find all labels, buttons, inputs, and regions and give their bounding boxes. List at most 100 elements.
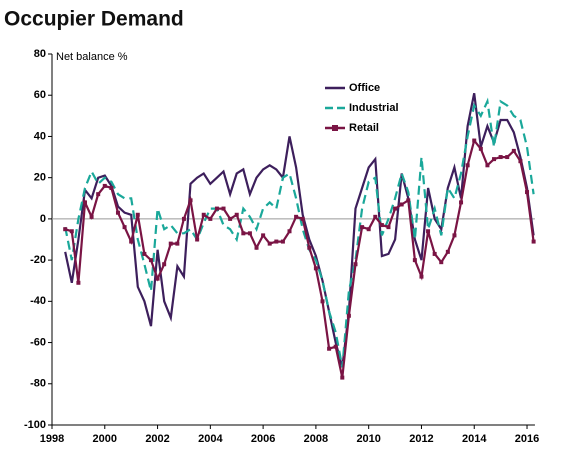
point [452,233,457,238]
point [241,231,246,236]
point [333,344,338,349]
point [280,239,285,244]
point [63,227,68,232]
point [346,313,351,318]
point [102,183,107,188]
x-tick-label: 2012 [409,433,433,445]
point [439,260,444,265]
point [432,251,437,256]
x-tick-label: 2008 [304,433,328,445]
point [234,212,239,217]
point [419,274,424,279]
point [307,245,312,250]
legend-label: Retail [349,122,379,134]
point [82,200,87,205]
point [201,212,206,217]
point [340,375,345,380]
y-tick-label: 80 [34,48,46,60]
point [287,229,292,234]
point [518,159,523,164]
point [505,155,510,160]
point [412,258,417,263]
y-tick-label: -60 [30,336,46,348]
point [492,157,497,162]
point [247,231,252,236]
point [525,190,530,195]
series-line [64,138,535,378]
point [327,346,332,351]
point [175,241,180,246]
legend-label: Office [349,82,380,94]
x-tick-label: 2002 [145,433,169,445]
point [96,192,101,197]
point [221,206,226,211]
point [168,241,173,246]
x-tick-label: 2004 [198,433,223,445]
point [379,223,384,228]
point [366,227,371,232]
point [162,262,167,267]
point [261,233,266,238]
x-tick-label: 2000 [93,433,117,445]
x-tick-label: 1998 [40,433,64,445]
point [531,239,536,244]
point [195,237,200,242]
point [472,138,477,143]
point [274,239,279,244]
y-tick-label: -20 [30,254,46,266]
point [208,216,213,221]
point [267,241,272,246]
series-line [64,97,535,368]
point [373,214,378,219]
point [426,229,431,234]
point [155,276,160,281]
point [294,214,299,219]
point [478,146,483,151]
point [115,210,120,215]
point [360,225,365,230]
legend-marker [332,125,338,131]
series-line [64,92,535,368]
point [76,280,81,285]
point [122,225,127,230]
point [129,239,134,244]
point [142,251,147,256]
x-tick-label: 2016 [515,433,539,445]
y-tick-label: -80 [30,378,46,390]
y-tick-label: 20 [34,172,46,184]
point [228,216,233,221]
point [386,225,391,230]
point [214,206,219,211]
chart-title: Occupier Demand [4,8,184,31]
point [465,163,470,168]
point [181,216,186,221]
point [498,155,503,160]
y-axis-label: Net balance % [56,51,128,63]
point [320,299,325,304]
y-tick-label: -40 [30,295,46,307]
point [511,148,516,153]
point [135,212,140,217]
y-tick-label: 0 [40,213,46,225]
point [313,266,318,271]
y-tick-label: 40 [34,130,46,142]
y-tick-label: 60 [34,89,46,101]
point [148,258,153,263]
point [485,163,490,168]
point [188,198,193,203]
y-tick-label: -100 [24,419,46,431]
point [300,216,305,221]
legend-label: Industrial [349,102,399,114]
point [393,206,398,211]
x-tick-label: 2010 [356,433,380,445]
point [459,200,464,205]
point [69,229,74,234]
point [445,249,450,254]
point [406,198,411,203]
x-tick-label: 2006 [251,433,275,445]
point [109,185,114,190]
point [89,214,94,219]
point [353,262,358,267]
point [399,202,404,207]
